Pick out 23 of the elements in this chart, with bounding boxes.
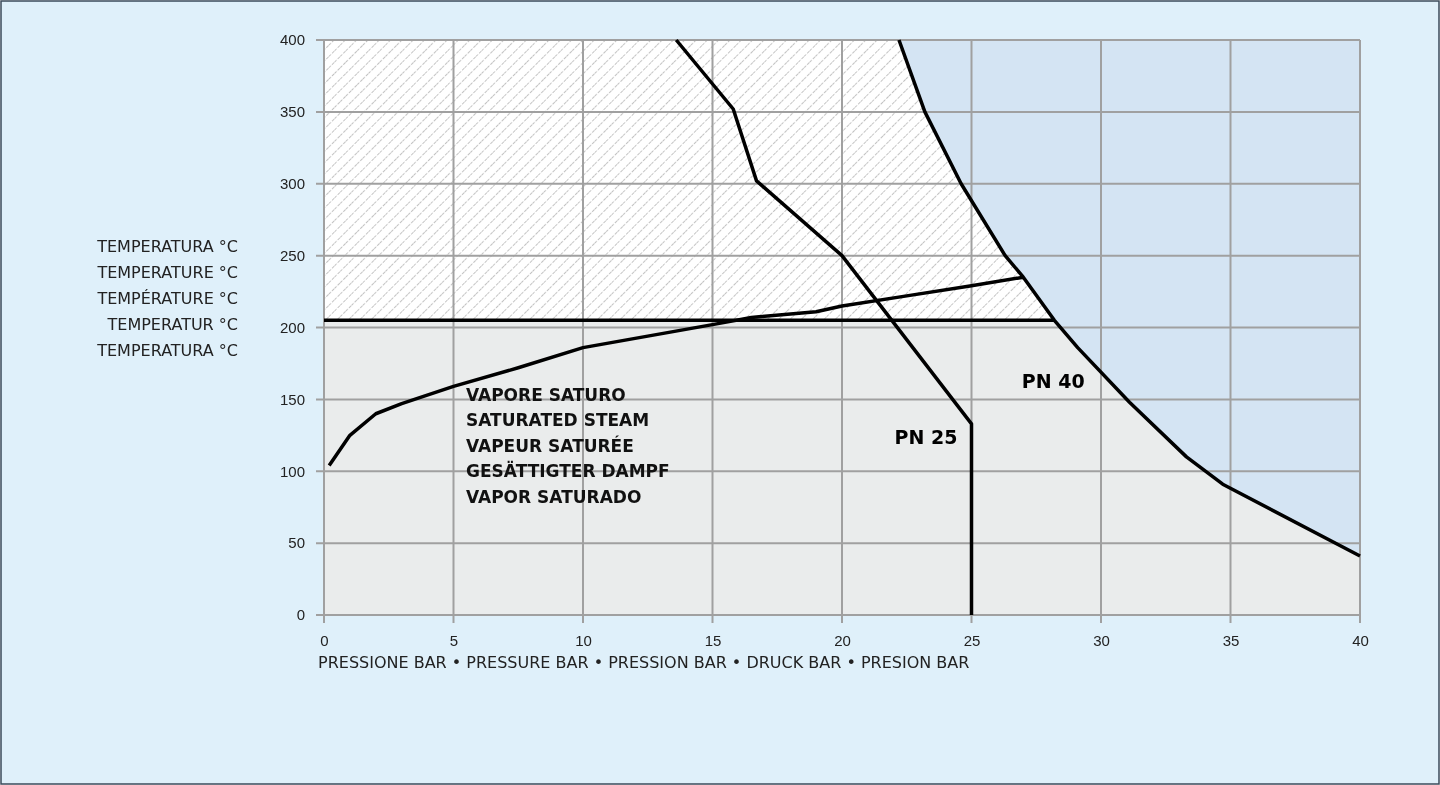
series-label: PN 40 (1021, 369, 1085, 392)
y-tick-label: 200 (279, 318, 305, 336)
y-tick-label: 150 (279, 390, 305, 408)
x-tick-label: 30 (1093, 631, 1110, 649)
x-tick-label: 15 (704, 631, 722, 649)
x-tick-label: 35 (1222, 631, 1240, 649)
x-tick-label: 0 (320, 631, 329, 649)
series-label: PN 25 (894, 425, 958, 448)
annotation: VAPORE SATURO SATURATED STEAM VAPEUR SATURÉE GESÄTTIGTER DAMPF VAPOR SATURADO (466, 384, 670, 507)
x-tick-label: 25 (963, 631, 981, 649)
x-tick-label: 20 (834, 631, 851, 649)
y-tick-label: 250 (279, 246, 305, 264)
x-axis-title: PRESSIONE BAR • PRESSURE BAR • PRESSION BAR • DRUCK BAR • PRESION BAR (318, 653, 970, 672)
x-tick-label: 10 (575, 631, 592, 649)
y-tick-label: 400 (279, 31, 305, 49)
y-tick-label: 300 (279, 175, 305, 193)
y-tick-label: 350 (279, 103, 305, 121)
y-tick-label: 50 (288, 534, 305, 552)
y-tick-label: 0 (296, 606, 305, 624)
y-tick-label: 100 (279, 462, 305, 480)
x-tick-label: 40 (1352, 631, 1369, 649)
x-tick-label: 5 (449, 631, 459, 649)
y-axis-title: TEMPERATURA °C TEMPERATURE °C TEMPÉRATURE °C TEMPERATUR °C TEMPERATURA °C (96, 237, 238, 360)
